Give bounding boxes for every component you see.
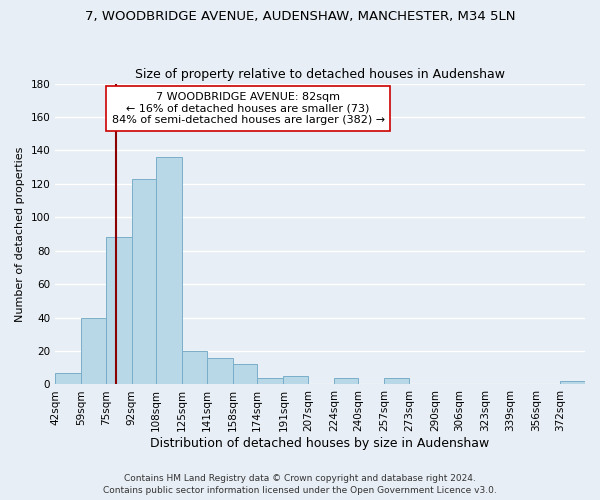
Bar [55, 373, 81, 384]
Bar [182, 351, 207, 384]
Text: 7, WOODBRIDGE AVENUE, AUDENSHAW, MANCHESTER, M34 5LN: 7, WOODBRIDGE AVENUE, AUDENSHAW, MANCHES… [85, 10, 515, 23]
Bar [81, 318, 106, 384]
Bar [233, 364, 257, 384]
Bar [156, 157, 182, 384]
Bar [207, 358, 233, 384]
Bar [334, 378, 358, 384]
Y-axis label: Number of detached properties: Number of detached properties [15, 146, 25, 322]
Bar [106, 238, 132, 384]
Text: Contains HM Land Registry data © Crown copyright and database right 2024.
Contai: Contains HM Land Registry data © Crown c… [103, 474, 497, 495]
Title: Size of property relative to detached houses in Audenshaw: Size of property relative to detached ho… [135, 68, 505, 81]
Text: 7 WOODBRIDGE AVENUE: 82sqm
← 16% of detached houses are smaller (73)
84% of semi: 7 WOODBRIDGE AVENUE: 82sqm ← 16% of deta… [112, 92, 385, 125]
Bar [385, 378, 409, 384]
Bar [283, 376, 308, 384]
Bar [132, 179, 156, 384]
Bar [257, 378, 283, 384]
X-axis label: Distribution of detached houses by size in Audenshaw: Distribution of detached houses by size … [151, 437, 490, 450]
Bar [560, 381, 585, 384]
